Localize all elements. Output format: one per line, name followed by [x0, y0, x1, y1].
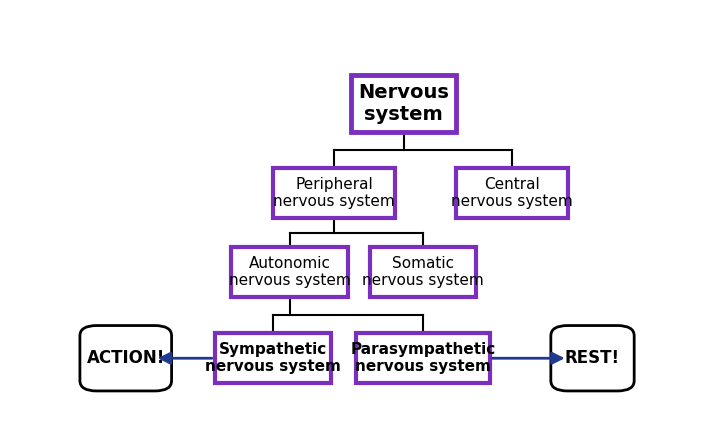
Text: Nervous
system: Nervous system	[358, 83, 449, 124]
Text: Somatic
nervous system: Somatic nervous system	[362, 256, 484, 288]
FancyBboxPatch shape	[351, 75, 456, 132]
FancyBboxPatch shape	[457, 168, 568, 218]
FancyBboxPatch shape	[356, 333, 490, 383]
Text: Peripheral
nervous system: Peripheral nervous system	[273, 177, 395, 209]
Text: ACTION!: ACTION!	[87, 349, 165, 367]
FancyBboxPatch shape	[551, 325, 634, 391]
FancyBboxPatch shape	[214, 333, 331, 383]
Text: Central
nervous system: Central nervous system	[451, 177, 573, 209]
FancyBboxPatch shape	[273, 168, 395, 218]
Text: Autonomic
nervous system: Autonomic nervous system	[229, 256, 351, 288]
Text: Sympathetic
nervous system: Sympathetic nervous system	[205, 342, 341, 375]
FancyBboxPatch shape	[370, 247, 476, 297]
FancyBboxPatch shape	[232, 247, 348, 297]
Text: REST!: REST!	[565, 349, 620, 367]
Text: Parasympathetic
nervous system: Parasympathetic nervous system	[351, 342, 495, 375]
FancyBboxPatch shape	[80, 325, 171, 391]
